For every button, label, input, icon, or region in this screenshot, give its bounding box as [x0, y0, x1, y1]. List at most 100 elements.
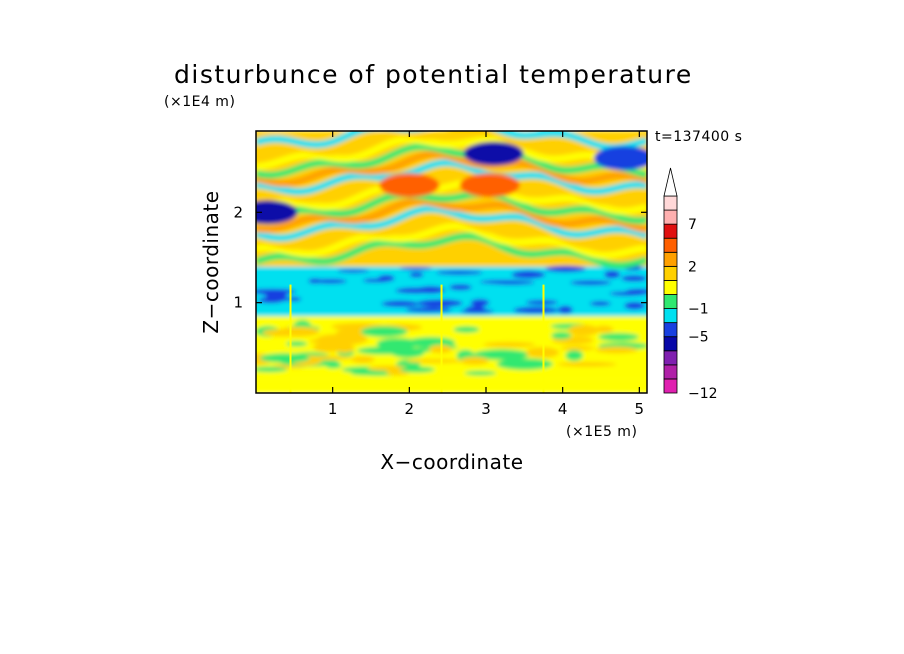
- field-wave: [256, 131, 647, 152]
- colorbar-tick-label: −5: [688, 330, 709, 346]
- field-blob: [435, 270, 483, 275]
- field-blob: [256, 366, 288, 373]
- field-blob: [594, 325, 614, 333]
- field-blob: [337, 269, 370, 273]
- colorbar-tick-label: −1: [688, 302, 709, 318]
- field-blob: [470, 298, 490, 307]
- y-axis-unit: (×1E4 m): [164, 94, 236, 110]
- field-blob: [624, 301, 645, 310]
- field-wave: [256, 142, 647, 179]
- field-blob: [460, 356, 489, 365]
- colorbar-tick-label: −12: [688, 386, 718, 402]
- field-blob: [416, 299, 463, 307]
- field-wave: [256, 159, 647, 196]
- colorbar-segment: [663, 195, 678, 211]
- colorbar-tick-label: 7: [688, 217, 697, 233]
- field-blob: [367, 365, 410, 372]
- x-axis-label: X−coordinate: [380, 450, 524, 474]
- field-blob: [360, 326, 408, 338]
- colorbar-segment: [663, 294, 678, 309]
- field-blob: [621, 275, 647, 282]
- field-blob: [399, 366, 435, 373]
- field-blob: [464, 370, 497, 376]
- colorbar-segment: [663, 237, 678, 253]
- field-blob: [525, 347, 560, 358]
- field-blob: [625, 288, 647, 295]
- field-wave: [256, 135, 647, 171]
- field-wave: [256, 205, 647, 242]
- colorbar-tick-label: 2: [688, 259, 697, 275]
- field-wave: [256, 197, 647, 234]
- colorbar-segment: [663, 209, 678, 225]
- field-blob: [334, 343, 355, 353]
- colorbar: −12−5−127: [663, 167, 718, 402]
- field-wave: [256, 150, 647, 188]
- x-tick-label: 1: [328, 400, 338, 418]
- field-blob: [286, 341, 308, 347]
- field-blob: [378, 274, 395, 282]
- field-wave: [256, 178, 647, 215]
- colorbar-segment: [663, 265, 678, 281]
- field-blob: [313, 278, 347, 284]
- field-blob: [565, 350, 584, 361]
- field-blob: [453, 326, 480, 333]
- field-blob: [483, 341, 536, 348]
- field-blob: [604, 270, 621, 279]
- field-blob: [473, 349, 530, 360]
- field-blob: [381, 300, 420, 307]
- field-blob: [511, 270, 546, 279]
- field-blob: [589, 301, 611, 306]
- field-feature: [256, 200, 298, 225]
- colorbar-segment: [663, 378, 678, 394]
- field-blob: [409, 272, 424, 278]
- field-wave: [256, 222, 647, 259]
- field-blob: [557, 305, 573, 314]
- field-blob: [465, 306, 486, 312]
- field-blob: [309, 338, 345, 344]
- x-tick-label: 3: [481, 400, 491, 418]
- x-tick-label: 5: [635, 400, 645, 418]
- field-feature-core: [473, 179, 506, 192]
- field-blob: [557, 361, 617, 367]
- chart-title: disturbunce of potential temperature: [174, 60, 693, 89]
- field-blob: [496, 358, 553, 370]
- colorbar-segment: [663, 336, 678, 352]
- field-blobs: [256, 131, 647, 393]
- field-blob: [449, 284, 472, 291]
- field-blob: [325, 362, 342, 369]
- field-blob: [351, 356, 375, 364]
- axes: 1 2 3 4 5 1 2: [233, 131, 647, 418]
- field-blob: [545, 265, 586, 273]
- field-wave: [256, 232, 647, 269]
- field-band: [256, 379, 647, 393]
- field-blob: [278, 326, 320, 337]
- field-blob: [259, 353, 310, 363]
- colorbar-segment: [663, 308, 678, 324]
- plot-frame: [255, 130, 648, 394]
- field-band: [256, 266, 647, 317]
- colorbar-segment: [663, 364, 678, 380]
- contour-field: [256, 131, 647, 393]
- field-blob: [560, 345, 595, 351]
- x-tick-label: 4: [558, 400, 568, 418]
- field-blob: [551, 331, 572, 340]
- field-blob: [525, 299, 559, 305]
- field-blob: [405, 307, 452, 313]
- field-wave: [256, 213, 647, 250]
- colorbar-segment: [663, 223, 678, 239]
- x-axis-unit: (×1E5 m): [566, 424, 638, 440]
- field-blob: [598, 332, 640, 341]
- field-blob: [399, 266, 432, 271]
- field-wave: [256, 131, 647, 161]
- field-blob: [490, 280, 535, 285]
- colorbar-extend-arrow: [663, 167, 678, 197]
- field-blob: [406, 358, 466, 364]
- field-wave: [256, 189, 647, 225]
- field-blob: [386, 370, 410, 376]
- colorbar-segment: [663, 322, 678, 338]
- field-feature: [463, 141, 524, 166]
- field-blob: [595, 346, 639, 354]
- field-feature-core: [393, 179, 426, 192]
- x-tick-label: 2: [405, 400, 415, 418]
